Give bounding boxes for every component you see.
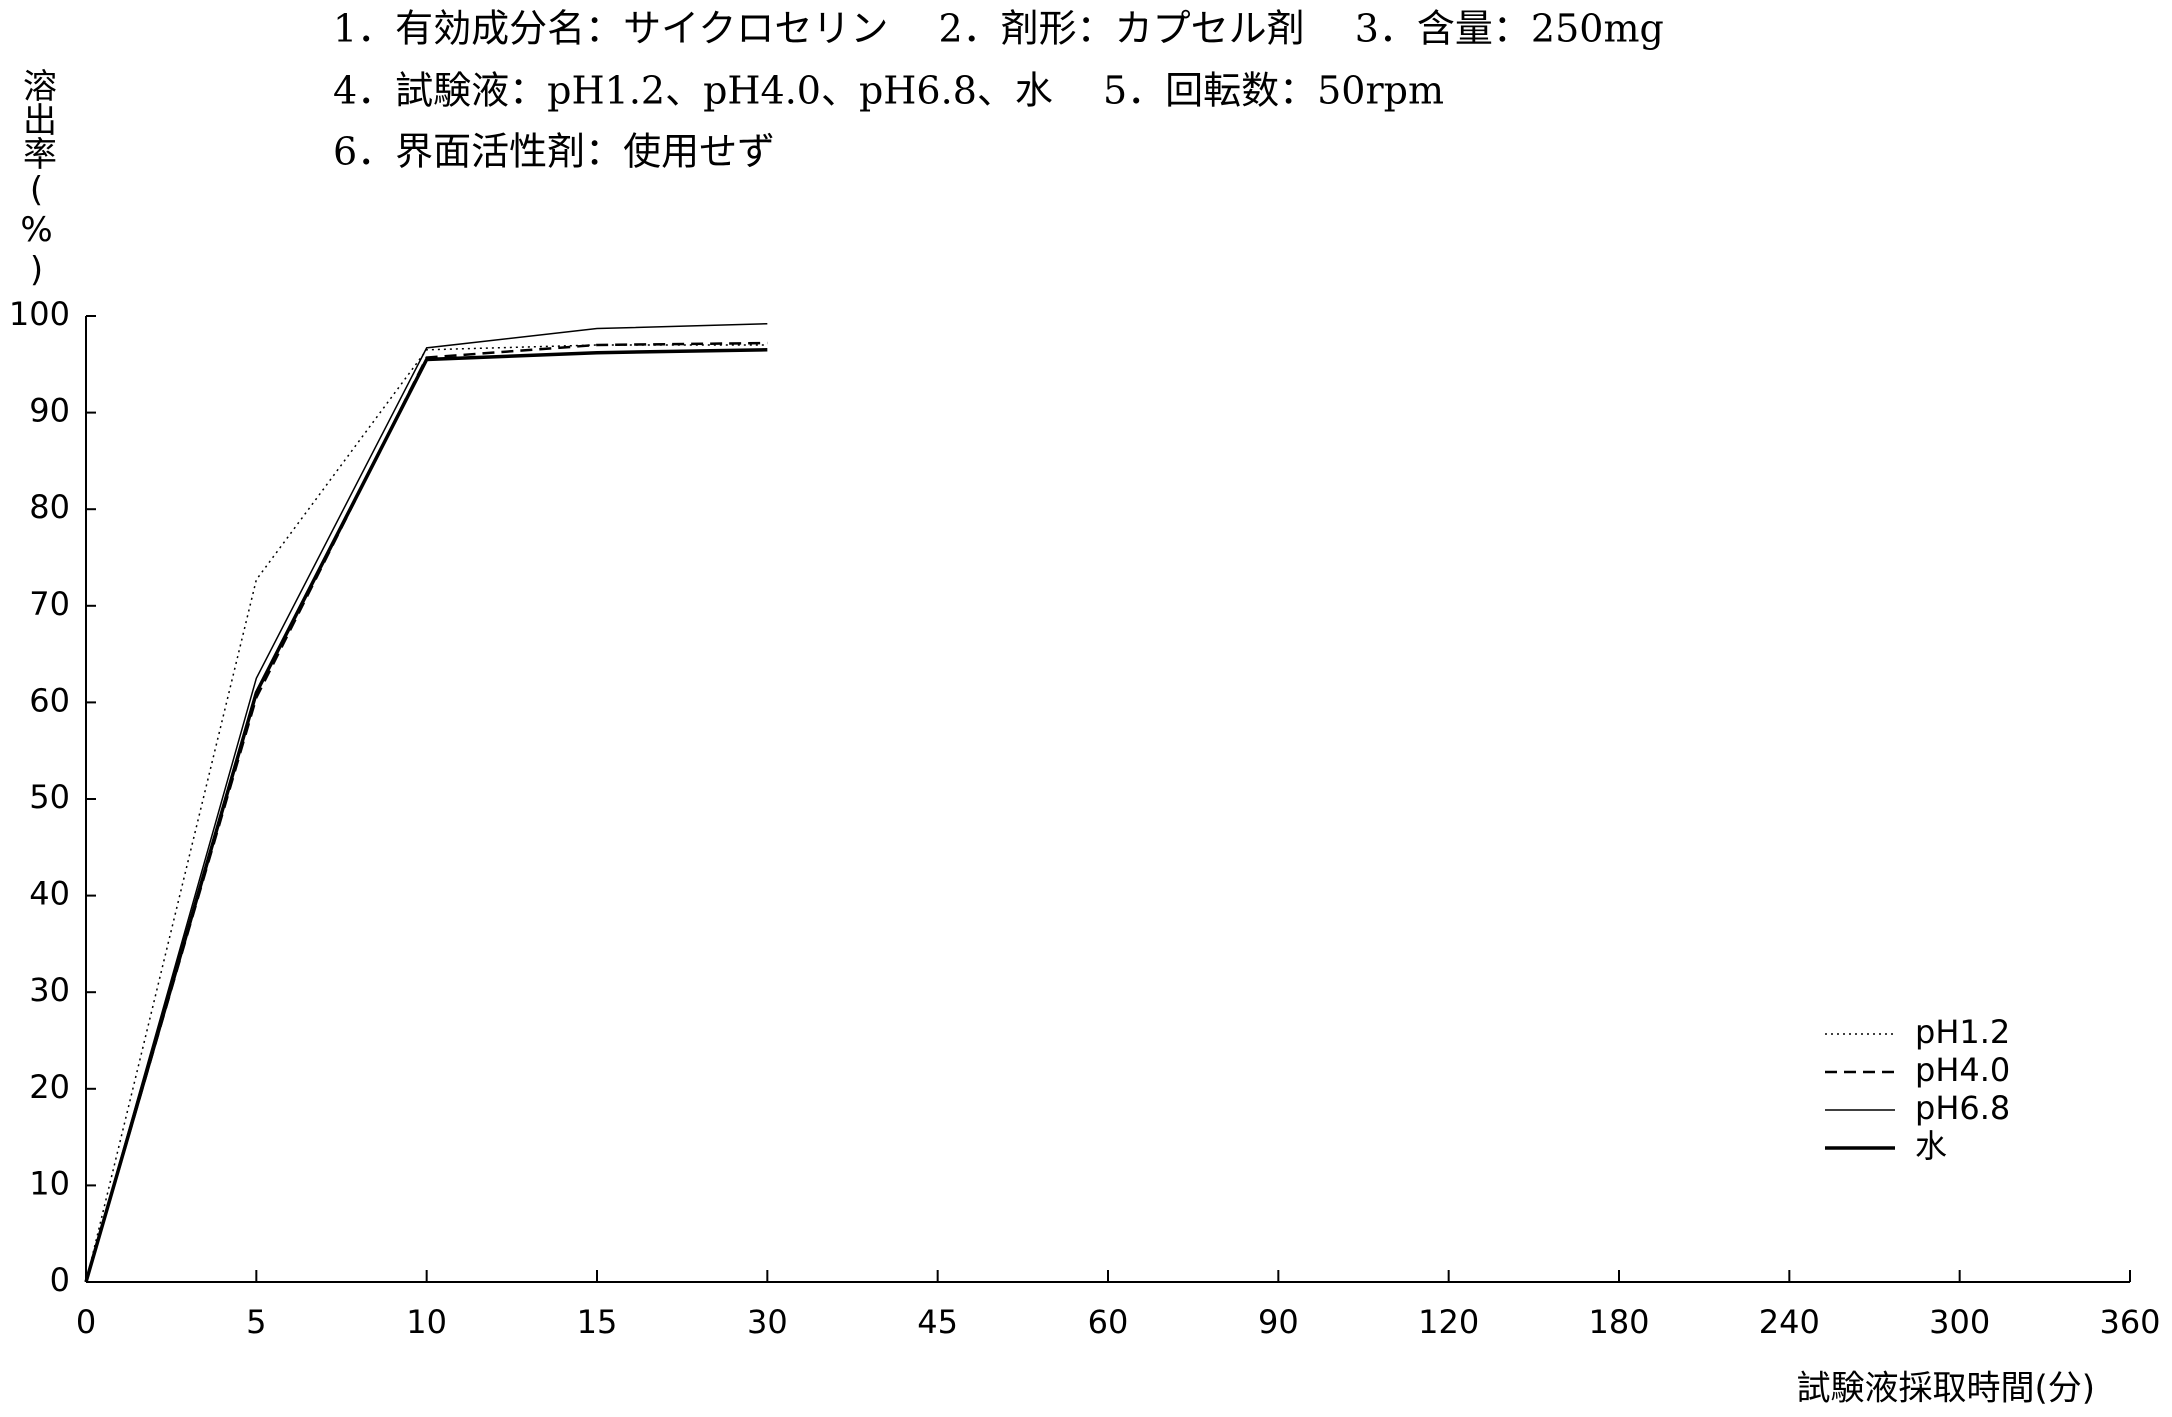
y-tick-label: 30 — [29, 971, 70, 1009]
y-tick-label: 0 — [50, 1261, 70, 1299]
series-line — [84, 341, 768, 1283]
y-tick-label: 20 — [29, 1068, 70, 1106]
y-tick-label: 90 — [29, 392, 70, 430]
title-line: 6．界面活性剤：使用せず — [333, 130, 775, 174]
title-line: 4．試験液：pH1.2、pH4.0、pH6.8、水 5．回転数：50rpm — [333, 69, 1444, 113]
x-tick-label: 90 — [1258, 1303, 1299, 1341]
series-line — [84, 348, 768, 1283]
y-tick-label: 80 — [29, 488, 70, 526]
y-tick-label: 60 — [29, 681, 70, 719]
x-axis-label: 試験液採取時間(分) — [1796, 1369, 2095, 1409]
x-tick-label: 240 — [1759, 1303, 1820, 1341]
legend-label: pH6.8 — [1915, 1089, 2010, 1127]
y-tick-label: 70 — [29, 585, 70, 623]
x-tick-label: 360 — [2099, 1303, 2160, 1341]
x-tick-label: 10 — [406, 1303, 447, 1341]
series-line — [85, 322, 768, 1283]
y-tick-label: 10 — [29, 1164, 70, 1202]
x-tick-label: 120 — [1418, 1303, 1479, 1341]
x-tick-label: 30 — [747, 1303, 788, 1341]
y-axis-label: 溶出率(%) — [17, 68, 57, 290]
x-tick-label: 300 — [1929, 1303, 1990, 1341]
legend-label: 水 — [1915, 1127, 1947, 1165]
x-tick-label: 5 — [246, 1303, 266, 1341]
x-tick-label: 15 — [577, 1303, 618, 1341]
title-line: 1．有効成分名：サイクロセリン 2．剤形：カプセル剤 3．含量：250mg — [333, 7, 1664, 51]
y-tick-label: 100 — [9, 295, 70, 333]
y-tick-label: 40 — [29, 875, 70, 913]
x-tick-label: 45 — [917, 1303, 958, 1341]
series-line — [85, 344, 768, 1283]
x-tick-label: 180 — [1588, 1303, 1649, 1341]
x-tick-label: 60 — [1088, 1303, 1129, 1341]
x-tick-label: 0 — [76, 1303, 96, 1341]
legend-label: pH1.2 — [1915, 1013, 2010, 1051]
y-tick-label: 50 — [29, 778, 70, 816]
legend-label: pH4.0 — [1915, 1051, 2010, 1089]
